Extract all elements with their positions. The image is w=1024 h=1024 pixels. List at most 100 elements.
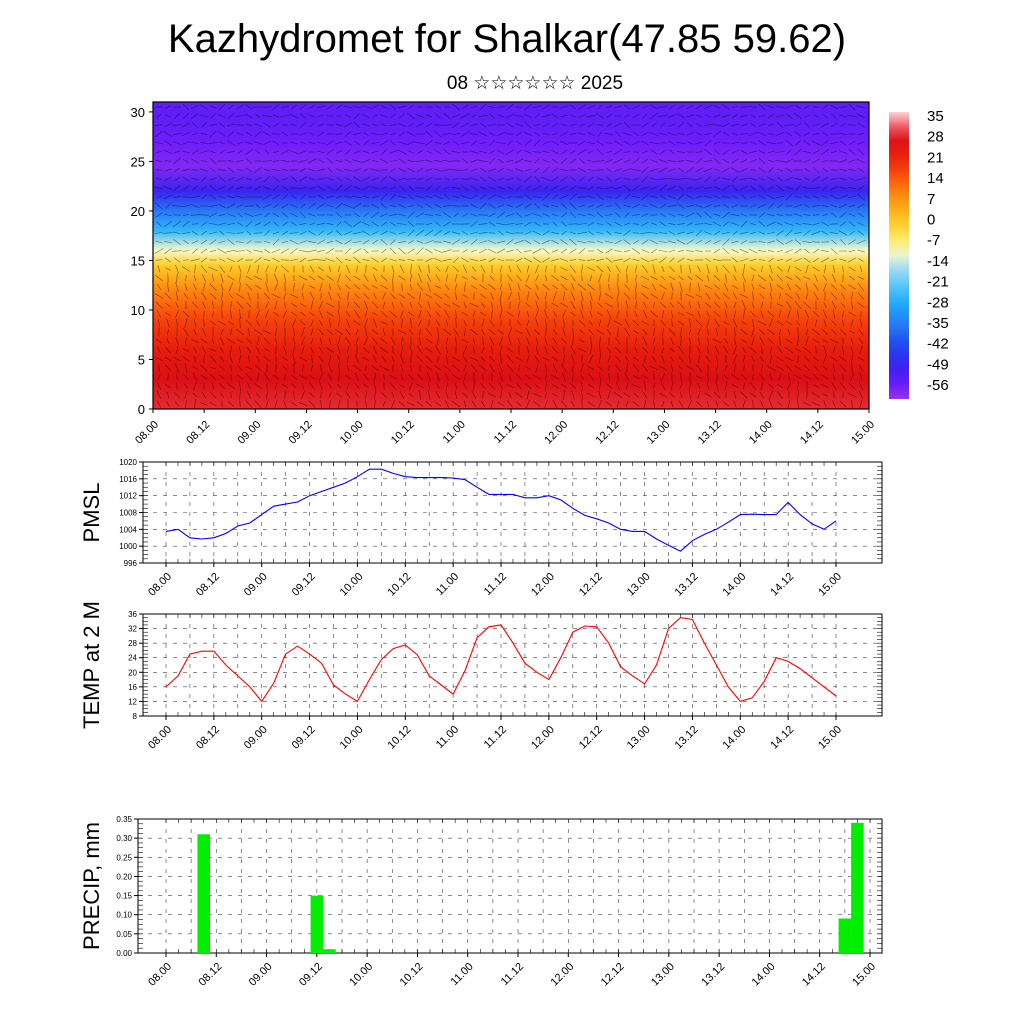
wind-barb: [544, 381, 548, 391]
wind-barb: [415, 195, 425, 199]
y-tick-label: 32: [128, 625, 137, 634]
wind-barb: [632, 320, 640, 326]
wind-barb: [689, 264, 691, 274]
wind-barb: [821, 328, 829, 336]
wind-barb: [536, 337, 538, 345]
wind-barb: [452, 177, 460, 181]
colorbar-label: 28: [927, 129, 944, 146]
wind-barb: [761, 345, 763, 355]
wind-barb: [668, 231, 676, 235]
wind-barb: [724, 364, 728, 372]
wind-barb: [506, 238, 514, 246]
wind-barb: [829, 338, 839, 344]
wind-barb: [156, 113, 162, 119]
wind-barb: [236, 160, 244, 162]
wind-barb: [201, 327, 207, 337]
wind-barb: [589, 354, 593, 364]
wind-barb: [470, 106, 478, 108]
wind-barb: [203, 319, 205, 327]
wind-barb: [373, 274, 377, 282]
wind-barb: [740, 213, 748, 217]
wind-barb: [641, 292, 649, 300]
wind-barb: [640, 275, 650, 281]
wind-barb: [686, 222, 694, 226]
wind-barb: [182, 347, 190, 353]
wind-barb: [246, 302, 252, 308]
wind-barb: [633, 357, 639, 361]
wind-barb: [749, 141, 757, 145]
wind-barb: [409, 301, 413, 309]
wind-barb: [767, 151, 775, 153]
wind-barb: [623, 230, 631, 236]
wind-barb: [254, 166, 262, 174]
x-tick-label: 10.00: [347, 961, 375, 989]
wind-barb: [769, 354, 773, 364]
wind-barb: [839, 258, 847, 262]
wind-barb: [667, 185, 677, 191]
wind-barb: [677, 257, 685, 263]
wind-barb: [614, 239, 622, 245]
wind-barb: [209, 150, 217, 154]
wind-barb: [758, 123, 766, 127]
wind-barb: [299, 187, 307, 189]
wind-barb: [803, 105, 811, 109]
heatmap-x-tick-label: 14.00: [747, 419, 775, 447]
wind-barb: [415, 229, 425, 237]
wind-barb: [552, 337, 558, 345]
wind-barb: [777, 203, 783, 209]
wind-barb: [518, 364, 520, 372]
wind-barb: [190, 203, 200, 209]
wind-barb: [361, 185, 371, 191]
wind-barb: [173, 257, 181, 263]
colorbar-label: -7: [927, 232, 940, 249]
wind-barb: [812, 248, 820, 254]
wind-barb: [425, 257, 433, 263]
wind-barb: [734, 363, 736, 373]
wind-barb: [158, 363, 160, 373]
wind-barb: [551, 149, 559, 155]
wind-barb: [308, 186, 316, 190]
wind-barb: [328, 383, 332, 389]
wind-barb: [715, 364, 719, 372]
wind-barb: [155, 259, 163, 261]
wind-barb: [506, 169, 514, 171]
wind-barb: [552, 393, 558, 397]
y-tick-label: 36: [128, 610, 137, 619]
wind-barb: [587, 204, 595, 208]
wind-barb: [794, 196, 802, 198]
wind-barb: [253, 141, 263, 145]
wind-barbs: [154, 103, 866, 409]
wind-barb: [263, 258, 271, 262]
wind-barb: [823, 282, 827, 292]
wind-barb: [229, 355, 233, 363]
wind-barb: [577, 347, 587, 353]
wind-barb: [777, 401, 783, 407]
wind-barb: [670, 364, 674, 372]
wind-barb: [587, 176, 595, 182]
wind-barb: [506, 347, 514, 353]
wind-barb: [803, 214, 811, 216]
wind-barb: [569, 185, 577, 191]
wind-barb: [264, 149, 270, 155]
wind-barb: [436, 355, 440, 363]
wind-barb: [310, 300, 314, 310]
wind-barb: [373, 345, 377, 355]
wind-barb: [814, 274, 818, 282]
wind-barb: [670, 356, 674, 362]
wind-barb: [526, 274, 530, 282]
wind-barb: [776, 222, 784, 226]
wind-barb: [410, 364, 412, 372]
wind-barb: [479, 167, 487, 173]
wind-barb: [488, 257, 496, 263]
wind-barb: [706, 274, 710, 282]
wind-barb: [723, 320, 729, 326]
wind-barb: [290, 401, 298, 407]
wind-barb: [551, 213, 559, 217]
wind-barb: [626, 265, 628, 273]
x-tick-label: 12.00: [529, 724, 557, 752]
wind-barb: [542, 141, 550, 145]
wind-barb: [363, 168, 369, 172]
wind-barb: [605, 114, 613, 118]
wind-barb: [239, 282, 241, 292]
wind-barb: [446, 319, 448, 327]
